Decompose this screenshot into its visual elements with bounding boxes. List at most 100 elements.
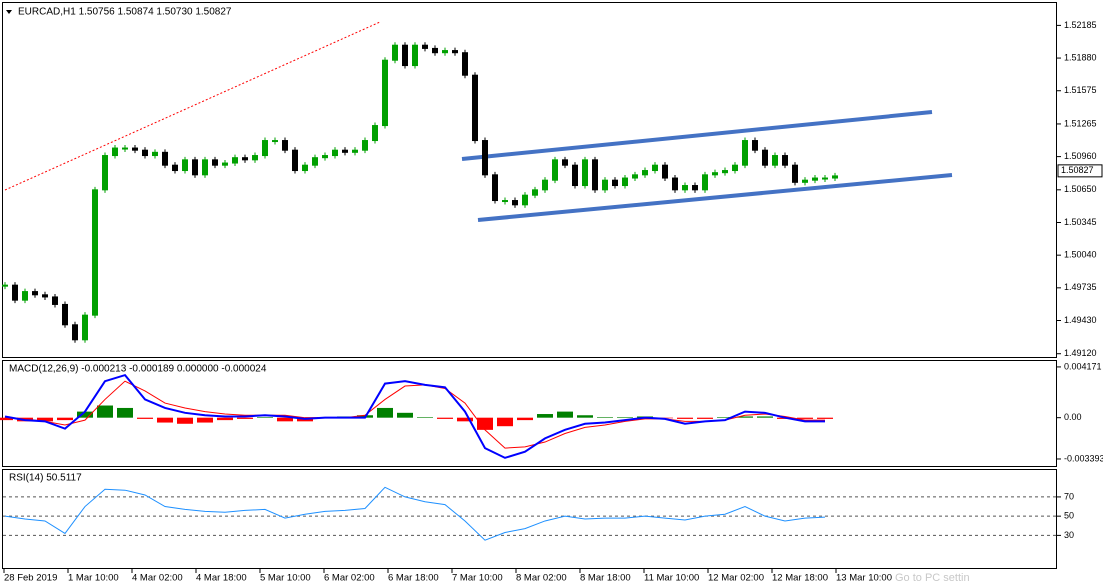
price-pane	[2, 2, 1057, 358]
histogram-bar	[517, 417, 533, 421]
rsi-line	[4, 486, 826, 541]
candle	[172, 164, 178, 172]
y-tick-label: -0.003393	[1064, 453, 1103, 463]
x-tick-label: 4 Mar 18:00	[196, 573, 247, 584]
candle	[632, 174, 638, 179]
candle	[62, 303, 68, 326]
candle	[482, 140, 488, 176]
candle	[52, 296, 58, 305]
candle	[312, 157, 318, 166]
candle	[202, 159, 208, 176]
histogram-bar	[37, 417, 53, 422]
signal-line	[4, 380, 825, 449]
candle	[712, 172, 718, 176]
y-tick-label: 0.004171	[1064, 361, 1102, 371]
histogram-bar	[757, 416, 773, 418]
candle	[122, 147, 128, 150]
histogram-bar	[537, 414, 553, 418]
x-tick-label: 4 Mar 02:00	[132, 573, 183, 584]
y-tick-label: 1.49120	[1064, 348, 1097, 358]
y-tick-label: 1.49430	[1064, 315, 1097, 325]
histogram-bar	[437, 417, 453, 419]
candle	[392, 44, 398, 61]
candle	[332, 149, 338, 157]
candle	[32, 291, 38, 296]
candle	[622, 177, 628, 187]
candle	[222, 162, 228, 166]
channel-lower	[477, 173, 953, 222]
candle	[412, 44, 418, 67]
candle	[252, 155, 258, 161]
histogram-bar	[257, 417, 273, 418]
histogram-bar	[217, 417, 233, 421]
y-tick-label: 1.51880	[1064, 52, 1097, 62]
candle	[102, 155, 108, 191]
candle	[752, 140, 758, 151]
x-tick-label: 8 Mar 18:00	[580, 573, 631, 584]
histogram-bar	[417, 417, 433, 418]
candle	[432, 47, 438, 54]
candle	[72, 324, 78, 341]
x-tick-label: 12 Mar 18:00	[772, 573, 828, 584]
candle	[832, 175, 838, 179]
histogram-bar	[737, 416, 753, 418]
candle	[262, 140, 268, 157]
rsi-pane	[2, 469, 1057, 569]
candle	[452, 50, 458, 54]
candle	[802, 179, 808, 183]
y-tick-label: 1.50040	[1064, 250, 1097, 260]
histogram-bar	[0, 417, 13, 421]
candle	[512, 200, 518, 206]
histogram-bar	[377, 407, 393, 418]
candle	[142, 149, 148, 157]
y-tick-label: 50	[1064, 511, 1074, 521]
candle	[682, 185, 688, 191]
histogram-bar	[397, 412, 413, 418]
candle	[772, 155, 778, 166]
candle	[22, 291, 28, 301]
menu-arrow[interactable]	[6, 10, 12, 14]
x-tick-label: 7 Mar 10:00	[452, 573, 503, 584]
histogram-bar	[157, 417, 173, 423]
candle	[472, 74, 478, 142]
histogram-bar	[77, 411, 93, 418]
last-price-label: 1.50827	[1061, 165, 1094, 175]
y-tick-label: 1.50345	[1064, 217, 1097, 227]
candle	[692, 185, 698, 191]
histogram-bar	[97, 405, 113, 418]
histogram-bar	[277, 417, 293, 422]
histogram-bar	[797, 417, 813, 419]
candle	[82, 314, 88, 341]
y-tick-label: 1.50960	[1064, 151, 1097, 161]
candle	[182, 159, 188, 172]
candle	[522, 194, 528, 206]
candle	[812, 177, 818, 181]
candle	[362, 140, 368, 151]
candle	[212, 159, 218, 166]
x-tick-label: 13 Mar 10:00	[836, 573, 892, 584]
candle	[232, 157, 238, 164]
candle	[542, 179, 548, 191]
candle	[602, 179, 608, 191]
channel-upper	[461, 110, 933, 161]
candle	[532, 189, 538, 196]
candle	[192, 159, 198, 176]
x-tick-label: 5 Mar 10:00	[260, 573, 311, 584]
x-tick-label: 11 Mar 10:00	[644, 573, 699, 584]
candle	[792, 164, 798, 183]
candle	[422, 44, 428, 49]
watermark: Go to PC settin	[895, 572, 970, 584]
rsi-title: RSI(14) 50.5117	[9, 473, 82, 484]
histogram-bar	[677, 417, 693, 419]
candle	[722, 170, 728, 174]
candle	[322, 155, 328, 159]
candle	[672, 177, 678, 191]
candle	[442, 50, 448, 54]
candle	[582, 159, 588, 187]
candle	[152, 151, 158, 157]
price-title: EURCAD,H1 1.50756 1.50874 1.50730 1.5082…	[18, 7, 232, 18]
x-tick-label: 6 Mar 02:00	[324, 573, 375, 584]
histogram-bar	[117, 407, 133, 418]
candle	[592, 159, 598, 191]
